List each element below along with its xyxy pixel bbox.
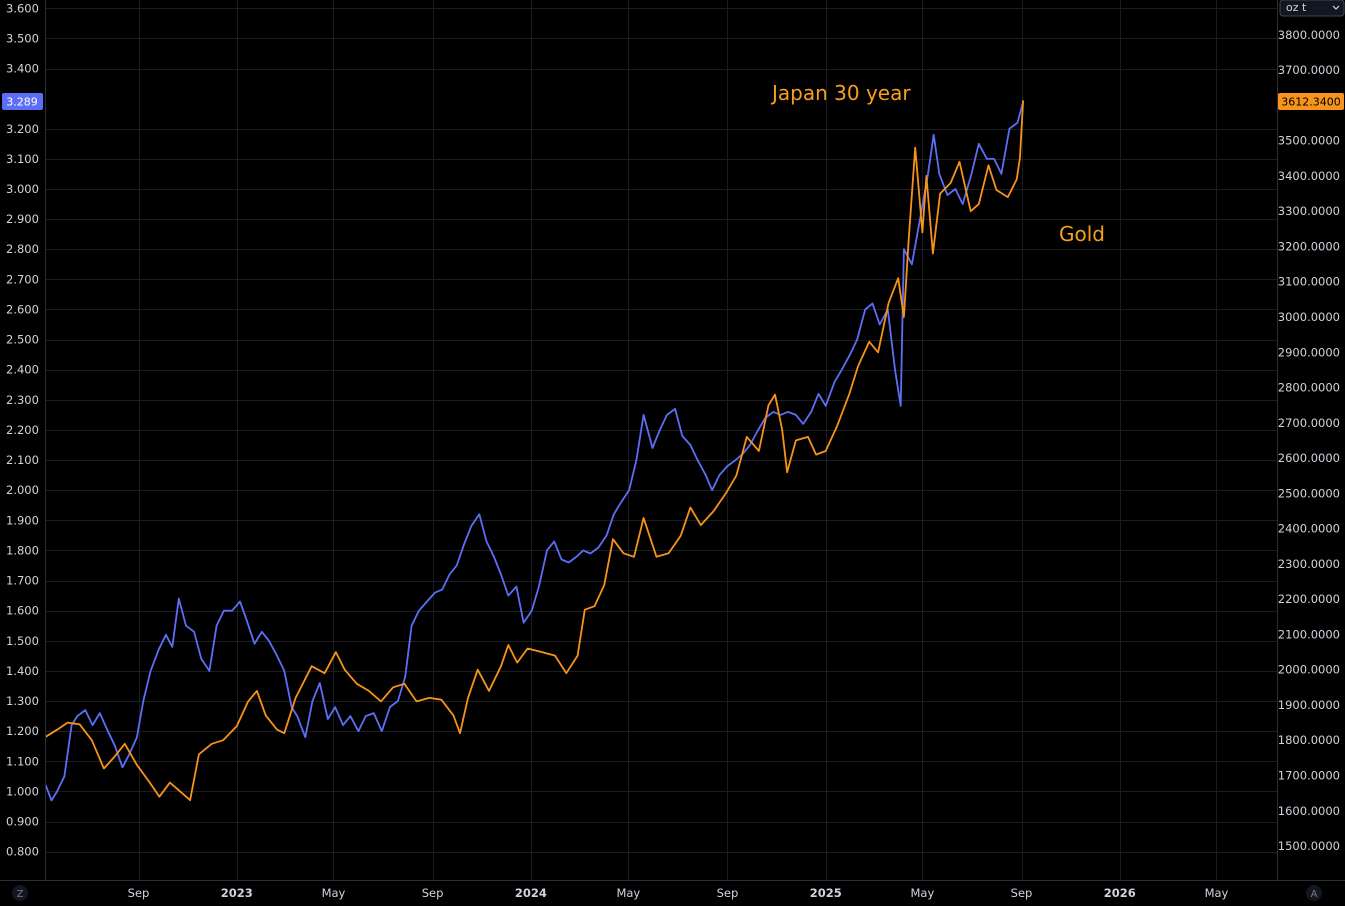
left-tick-label: 3.500 bbox=[6, 31, 39, 45]
zoom-toggle-button[interactable]: Z bbox=[12, 885, 28, 901]
right-tick-label: 3700.0000 bbox=[1278, 63, 1340, 77]
left-tick-label: 1.900 bbox=[6, 513, 39, 527]
annotation-gold: Gold bbox=[1059, 222, 1105, 246]
auto-scale-icon: A bbox=[1311, 889, 1318, 900]
left-tick-label: 3.000 bbox=[6, 182, 39, 196]
right-tick-label: 1800.0000 bbox=[1278, 733, 1340, 747]
right-tick-label: 1900.0000 bbox=[1278, 698, 1340, 712]
right-tick-label: 3100.0000 bbox=[1278, 275, 1340, 289]
series-line[interactable] bbox=[44, 100, 1024, 802]
left-tick-label: 1.000 bbox=[6, 784, 39, 798]
left-tick-label: 1.400 bbox=[6, 664, 39, 678]
left-last-value-badge: 3.289 bbox=[2, 93, 43, 110]
right-tick-label: 2100.0000 bbox=[1278, 627, 1340, 641]
annotation-japan-30-year: Japan 30 year bbox=[770, 81, 911, 105]
x-tick-label: Sep bbox=[1011, 886, 1033, 900]
right-tick-label: 3500.0000 bbox=[1278, 134, 1340, 148]
left-tick-label: 2.000 bbox=[6, 483, 39, 497]
left-tick-label: 1.800 bbox=[6, 543, 39, 557]
right-tick-label: 3400.0000 bbox=[1278, 169, 1340, 183]
x-tick-label: Sep bbox=[128, 886, 150, 900]
right-tick-label: 3800.0000 bbox=[1278, 28, 1340, 42]
left-tick-label: 2.700 bbox=[6, 272, 39, 286]
zoom-icon: Z bbox=[17, 889, 24, 900]
series-layer[interactable] bbox=[44, 100, 1024, 802]
right-tick-label: 2700.0000 bbox=[1278, 416, 1340, 430]
left-tick-label: 3.600 bbox=[6, 1, 39, 15]
right-tick-label: 2200.0000 bbox=[1278, 592, 1340, 606]
left-tick-label: 2.600 bbox=[6, 302, 39, 316]
left-tick-label: 1.100 bbox=[6, 754, 39, 768]
left-tick-label: 3.200 bbox=[6, 122, 39, 136]
grid-layer bbox=[46, 0, 1277, 880]
left-tick-label: 1.300 bbox=[6, 694, 39, 708]
right-last-value-badge: 3612.3400 bbox=[1278, 93, 1344, 110]
right-tick-label: 2800.0000 bbox=[1278, 381, 1340, 395]
svg-text:3.289: 3.289 bbox=[6, 96, 38, 109]
left-tick-label: 0.900 bbox=[6, 815, 39, 829]
x-tick-label: May bbox=[616, 886, 640, 900]
x-tick-label: 2026 bbox=[1104, 886, 1136, 900]
x-tick-label: May bbox=[1205, 886, 1229, 900]
right-price-axis[interactable]: 3800.0000 3700.0000 3500.0000 3400.0000 3300… bbox=[1278, 28, 1340, 853]
right-tick-label: 2900.0000 bbox=[1278, 345, 1340, 359]
left-tick-label: 1.200 bbox=[6, 724, 39, 738]
left-tick-label: 0.800 bbox=[6, 845, 39, 859]
right-tick-label: 3300.0000 bbox=[1278, 204, 1340, 218]
right-tick-label: 2300.0000 bbox=[1278, 557, 1340, 571]
unit-selector-label: oz t bbox=[1286, 1, 1307, 14]
left-tick-label: 3.400 bbox=[6, 62, 39, 76]
right-tick-label: 3200.0000 bbox=[1278, 239, 1340, 253]
x-tick-label: May bbox=[322, 886, 346, 900]
left-tick-label: 2.400 bbox=[6, 363, 39, 377]
right-tick-label: 2600.0000 bbox=[1278, 451, 1340, 465]
unit-selector[interactable]: oz t bbox=[1279, 0, 1345, 17]
x-tick-label: 2023 bbox=[221, 886, 253, 900]
x-tick-label: 2024 bbox=[515, 886, 547, 900]
right-tick-label: 2500.0000 bbox=[1278, 486, 1340, 500]
svg-text:3612.3400: 3612.3400 bbox=[1281, 96, 1341, 109]
x-tick-label: Sep bbox=[422, 886, 444, 900]
left-tick-label: 2.300 bbox=[6, 393, 39, 407]
left-tick-label: 1.600 bbox=[6, 604, 39, 618]
right-tick-label: 2400.0000 bbox=[1278, 522, 1340, 536]
left-tick-label: 2.100 bbox=[6, 453, 39, 467]
right-tick-label: 2000.0000 bbox=[1278, 663, 1340, 677]
left-tick-label: 2.500 bbox=[6, 333, 39, 347]
right-tick-label: 1600.0000 bbox=[1278, 804, 1340, 818]
x-tick-label: 2025 bbox=[810, 886, 842, 900]
right-tick-label: 1500.0000 bbox=[1278, 839, 1340, 853]
x-tick-label: Sep bbox=[717, 886, 739, 900]
left-tick-label: 1.500 bbox=[6, 634, 39, 648]
left-tick-label: 3.100 bbox=[6, 152, 39, 166]
time-axis[interactable]: Sep 2023 May Sep 2024 May Sep 2025 May Sep 2026 May bbox=[128, 886, 1229, 900]
x-tick-label: May bbox=[911, 886, 935, 900]
right-tick-label: 1700.0000 bbox=[1278, 769, 1340, 783]
left-tick-label: 1.700 bbox=[6, 574, 39, 588]
left-tick-label: 2.800 bbox=[6, 242, 39, 256]
chevron-down-icon bbox=[1332, 5, 1340, 10]
auto-scale-button[interactable]: A bbox=[1306, 885, 1322, 901]
series-line[interactable] bbox=[44, 100, 1024, 802]
left-tick-label: 2.200 bbox=[6, 423, 39, 437]
left-tick-label: 2.900 bbox=[6, 212, 39, 226]
right-tick-label: 3000.0000 bbox=[1278, 310, 1340, 324]
left-price-axis[interactable]: 3.600 3.500 3.400 3.200 3.100 3.000 2.900 2.800… bbox=[6, 1, 39, 858]
